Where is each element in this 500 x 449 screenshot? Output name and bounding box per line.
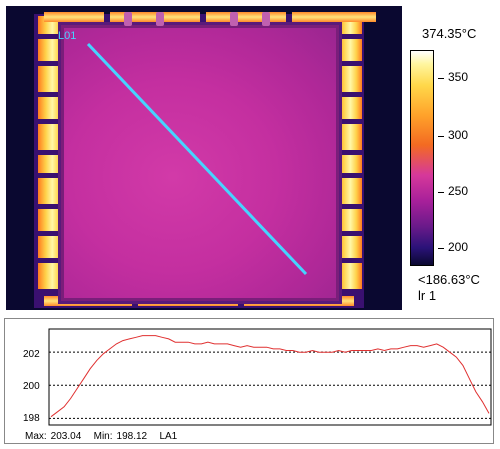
- stats-max-value: 203.04: [50, 431, 82, 442]
- scale-tick-label: 200: [448, 240, 469, 254]
- scale-tick-label: 250: [448, 184, 469, 198]
- die-bump: [156, 12, 164, 26]
- profile-curve: [50, 335, 490, 418]
- profile-plot: [48, 328, 492, 426]
- stats-area-label: LA1: [159, 431, 178, 442]
- line-profile-panel: 202 200 198 Max: 203.04 Min: 198.12 LA1: [4, 318, 494, 444]
- scale-tick: [438, 248, 444, 249]
- profile-stats: Max: 203.04 Min: 198.12 LA1: [25, 431, 181, 442]
- plot-y-tick-label: 198: [23, 413, 40, 424]
- die-edge: [58, 22, 342, 304]
- scale-tick: [438, 136, 444, 137]
- profile-line-label: L01: [58, 30, 77, 42]
- line-profile-overlay: [86, 42, 308, 276]
- die-bump: [230, 12, 238, 26]
- thermal-panel: L01 374.35°C 350 300 250 200 <186.63°C l…: [6, 6, 480, 310]
- scale-tick: [438, 192, 444, 193]
- plot-grid: [49, 351, 491, 419]
- profile-name-label: lr 1: [418, 288, 437, 303]
- stats-max-label: Max:: [25, 431, 47, 442]
- profile-line-l01[interactable]: [86, 42, 308, 276]
- scale-min-label: <186.63°C: [418, 272, 480, 287]
- die-bump: [262, 12, 270, 26]
- plot-frame: [48, 328, 492, 426]
- scale-max-label: 374.35°C: [422, 26, 477, 41]
- color-scale-bar: [410, 50, 434, 266]
- scale-tick-label: 350: [448, 70, 469, 84]
- plot-y-tick-label: 202: [23, 349, 40, 360]
- scale-tick: [438, 78, 444, 79]
- top-pad-row: [44, 12, 382, 22]
- thermal-image[interactable]: L01: [6, 6, 402, 310]
- plot-y-tick-label: 200: [23, 381, 40, 392]
- stats-min-value: 198.12: [116, 431, 148, 442]
- scale-tick-label: 300: [448, 128, 469, 142]
- stats-min-label: Min:: [93, 431, 113, 442]
- die-bump: [124, 12, 132, 26]
